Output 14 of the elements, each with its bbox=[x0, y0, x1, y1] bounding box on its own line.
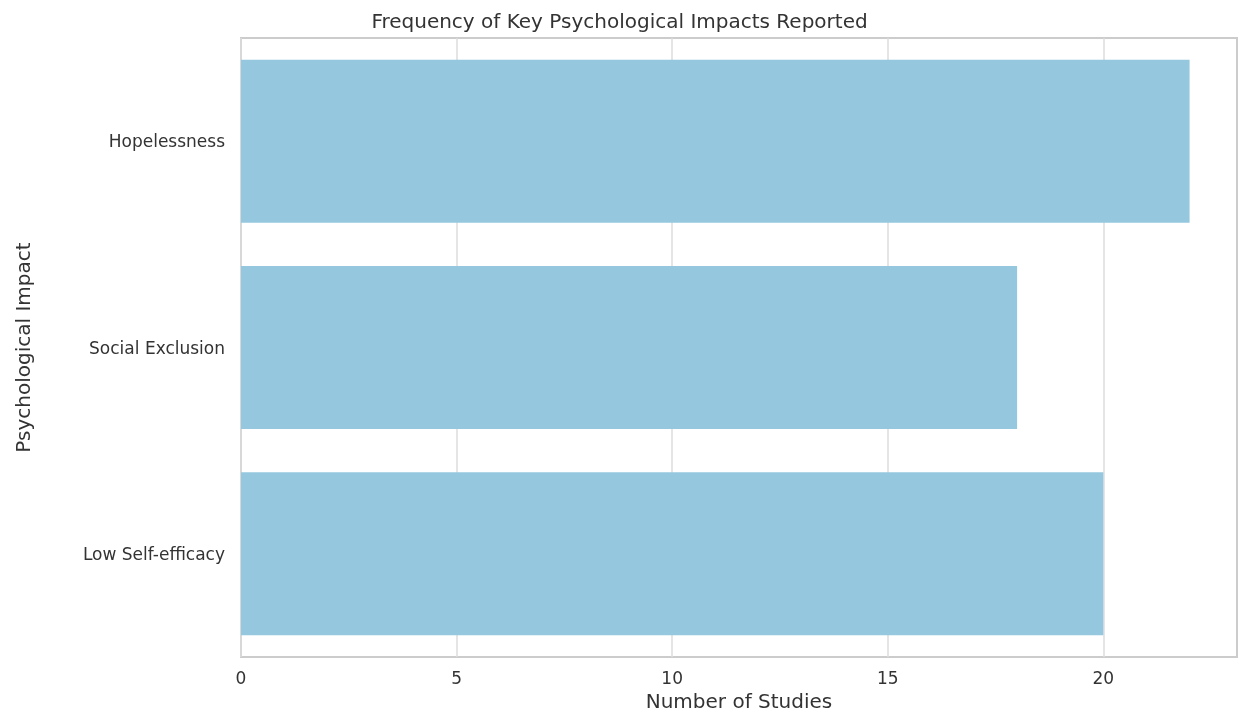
x-tick-label: 15 bbox=[876, 667, 899, 688]
y-tick-label: Social Exclusion bbox=[89, 337, 225, 358]
bar bbox=[241, 59, 1190, 223]
chart-title: Frequency of Key Psychological Impacts Reported bbox=[371, 9, 868, 33]
x-tick-label: 0 bbox=[235, 667, 247, 688]
bar bbox=[241, 472, 1104, 636]
x-tick-label: 10 bbox=[661, 667, 683, 688]
bar bbox=[241, 266, 1018, 429]
y-tick-label: Low Self-efficacy bbox=[82, 543, 225, 564]
x-tick-label: 20 bbox=[1092, 667, 1115, 688]
y-axis-title: Psychological Impact bbox=[11, 242, 35, 453]
x-tick-label: 5 bbox=[451, 667, 462, 688]
x-axis-title: Number of Studies bbox=[645, 689, 833, 713]
y-tick-label: Hopelessness bbox=[108, 131, 226, 152]
